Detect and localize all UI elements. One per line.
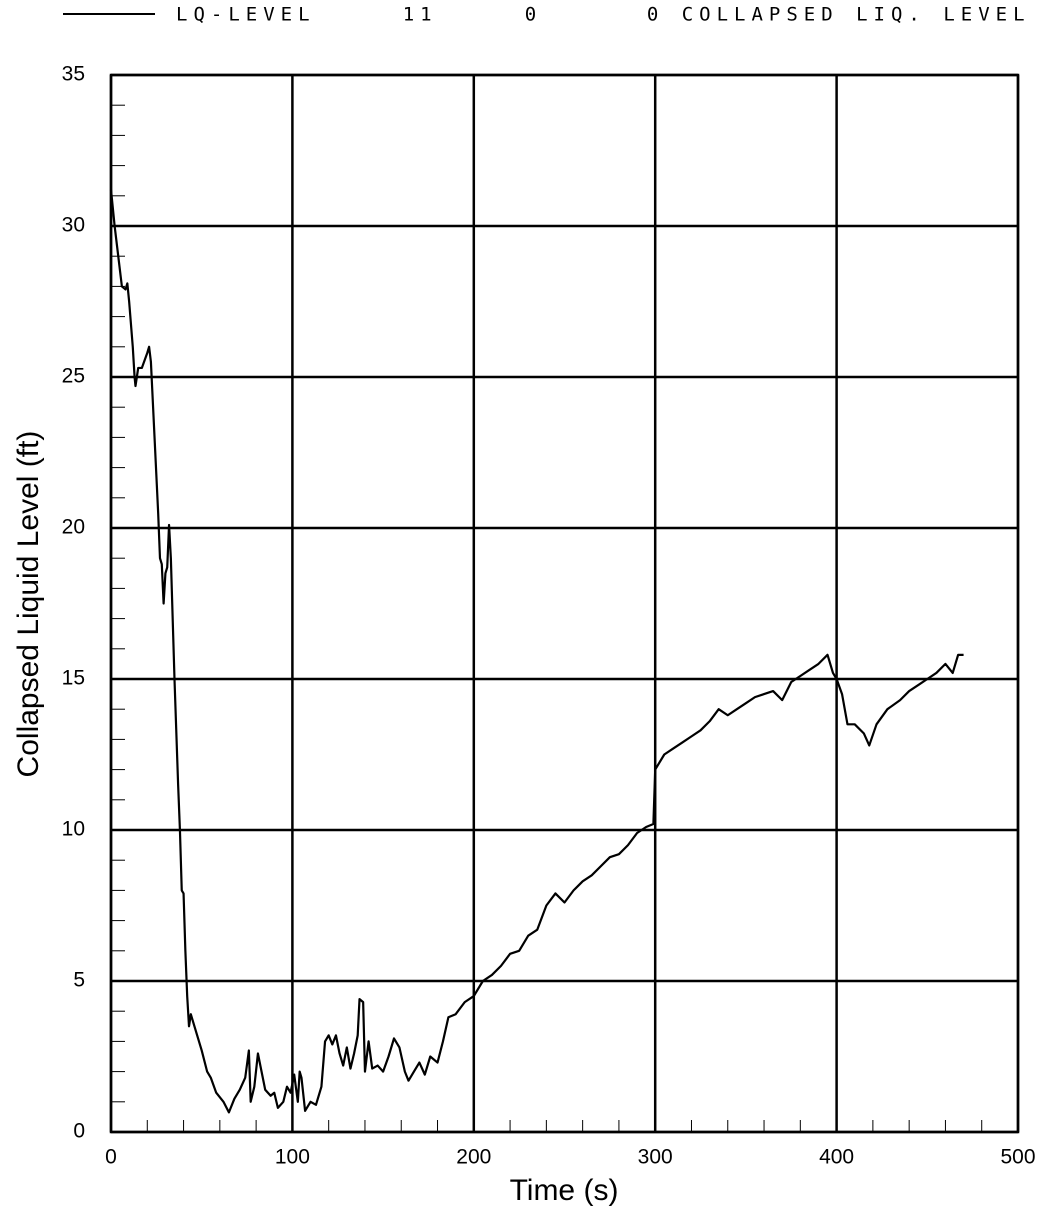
plot-frame	[109, 73, 1020, 1134]
y-axis-label: Collapsed Liquid Level (ft)	[12, 431, 45, 778]
x-tick-label: 400	[819, 1146, 854, 1169]
y-tick-label: 15	[62, 667, 85, 690]
y-tick-label: 5	[73, 969, 85, 992]
y-tick-label: 10	[62, 818, 85, 841]
y-tick-label: 20	[62, 516, 85, 539]
x-axis-label: Time (s)	[510, 1174, 619, 1207]
x-tick-label: 200	[456, 1146, 491, 1169]
x-tick-label: 0	[105, 1146, 117, 1169]
y-tick-label: 35	[62, 63, 85, 86]
y-tick-label: 25	[62, 365, 85, 388]
x-tick-label: 500	[1000, 1146, 1035, 1169]
x-tick-label: 300	[638, 1146, 673, 1169]
y-tick-label: 30	[62, 214, 85, 237]
y-tick-label: 0	[73, 1120, 85, 1143]
data-line	[109, 189, 964, 1114]
legend-label: LQ-LEVEL 11 0 0 COLLAPSED LIQ. LEVEL	[176, 4, 1031, 26]
x-tick-label: 100	[275, 1146, 310, 1169]
